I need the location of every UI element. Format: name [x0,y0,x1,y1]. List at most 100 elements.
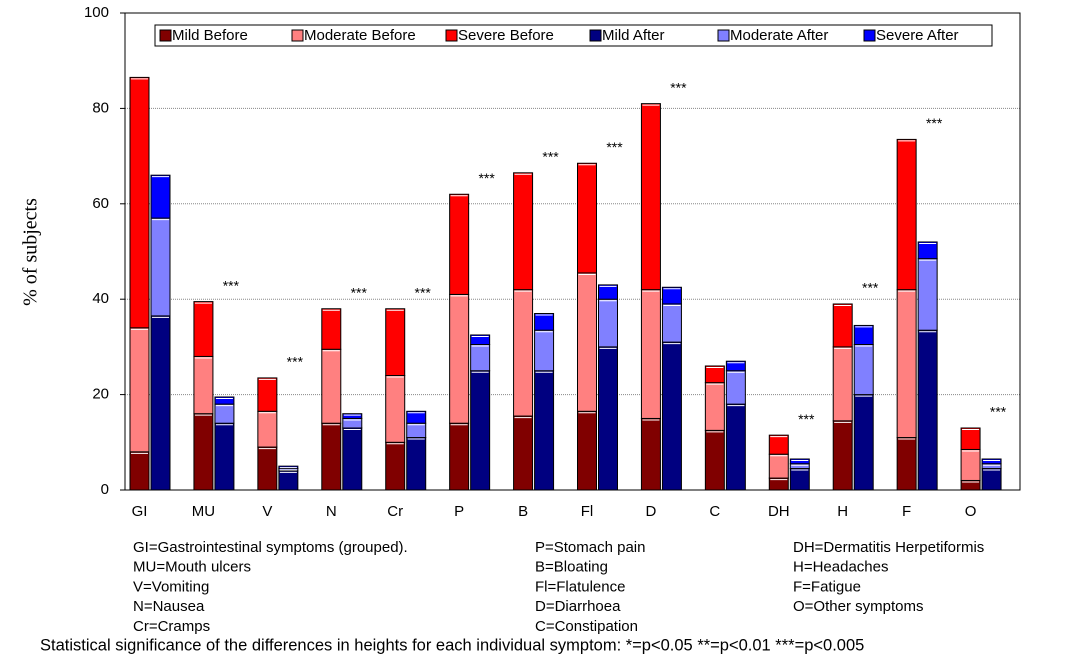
bar-segment [321,348,342,424]
bar-segment [598,284,618,300]
bar-segment [981,458,1002,465]
bar-segment [960,448,981,481]
significance-label: *** [670,79,687,95]
bar-segment [725,370,746,405]
x-tick-label: C [709,503,720,520]
legend-swatch [589,29,602,42]
bar-segment [661,286,682,305]
legend-label: Severe Before [458,27,554,44]
bar-segment [661,341,682,491]
bar-segment [640,289,661,419]
bar-segment [598,346,618,491]
y-tick-label: 20 [92,386,109,403]
bar-segment [661,303,682,343]
bar-segment [214,396,235,405]
bar-segment [577,410,597,491]
abbreviation-note: GI=Gastrointestinal symptoms (grouped). [133,539,408,556]
bar-segment [896,138,917,291]
significance-label: *** [478,170,495,186]
bar-segment [257,410,278,448]
significance-label: *** [926,115,943,131]
x-tick-label: Fl [581,503,594,520]
bar-segment [640,103,661,291]
bar-segment [513,415,534,491]
bar-segment [917,329,938,491]
x-tick-label: DH [768,503,790,520]
bar-segment [257,377,278,412]
significance-label: *** [990,404,1007,420]
y-axis-label: % of subjects [20,198,42,306]
abbreviation-note: C=Constipation [535,618,638,635]
bar-segment [214,422,235,491]
legend-box [154,24,993,47]
bar-segment [832,346,853,422]
bar-segment [853,324,874,346]
abbreviation-note: H=Headaches [793,559,888,576]
bar-segment [321,308,342,350]
significance-label: *** [415,284,432,300]
bar-segment [342,413,363,419]
significance-label: *** [862,280,879,296]
bar-segment [534,329,555,372]
x-tick-label: MU [192,503,215,520]
bar-segment [470,370,491,491]
bar-segment [577,162,597,274]
bar-segment [193,413,214,491]
y-tick-label: 0 [101,481,109,498]
bar-segment [896,289,917,439]
x-tick-label: N [326,503,337,520]
bar-segment [789,463,810,470]
bar-segment [449,422,470,491]
bar-segment [385,441,406,491]
bar-segment [214,403,235,424]
legend-swatch [445,29,458,42]
y-tick-label: 100 [84,4,109,21]
legend-swatch [863,29,876,42]
bar-segment [470,344,491,372]
bar-segment [193,301,214,357]
bar-segment [768,453,789,479]
bar-segment [981,468,1002,491]
legend-swatch [291,29,304,42]
bar-segment [725,360,746,372]
bar-segment [129,451,150,491]
bar-segment [917,258,938,331]
bar-segment [640,417,661,491]
abbreviation-note: B=Bloating [535,559,608,576]
bar-segment [278,470,299,491]
x-tick-label: P [454,503,464,520]
bar-segment [449,293,470,424]
bar-segment [534,370,555,491]
bar-segment [896,437,917,491]
abbreviation-note: P=Stomach pain [535,539,646,556]
legend-label: Mild Before [172,27,248,44]
bar-segment [725,403,746,491]
bar-segment [129,76,150,329]
bar-segment [150,174,171,219]
bar-segment [789,458,810,465]
significance-label: *** [287,354,304,370]
bar-segment [704,382,725,431]
bar-segment [704,365,725,384]
significance-label: *** [606,139,623,155]
footnote: Statistical significance of the differen… [40,636,864,654]
bar-segment [150,217,171,317]
bar-segment [406,410,427,424]
legend-swatch [159,29,172,42]
x-tick-label: O [965,503,977,520]
bar-segment [257,446,278,491]
abbreviation-note: V=Vomiting [133,578,209,595]
bar-segment [150,315,171,491]
bar-segment [406,437,427,491]
x-tick-label: V [262,503,272,520]
bar-segment [406,422,427,439]
bar-segment [917,241,938,260]
bar-segment [470,334,491,346]
abbreviation-note: DH=Dermatitis Herpetiformis [793,539,984,556]
plot-frame [124,12,1021,491]
bar-segment [513,289,534,417]
legend-label: Moderate Before [304,27,416,44]
abbreviation-note: N=Nausea [133,598,205,615]
significance-label: *** [351,284,368,300]
